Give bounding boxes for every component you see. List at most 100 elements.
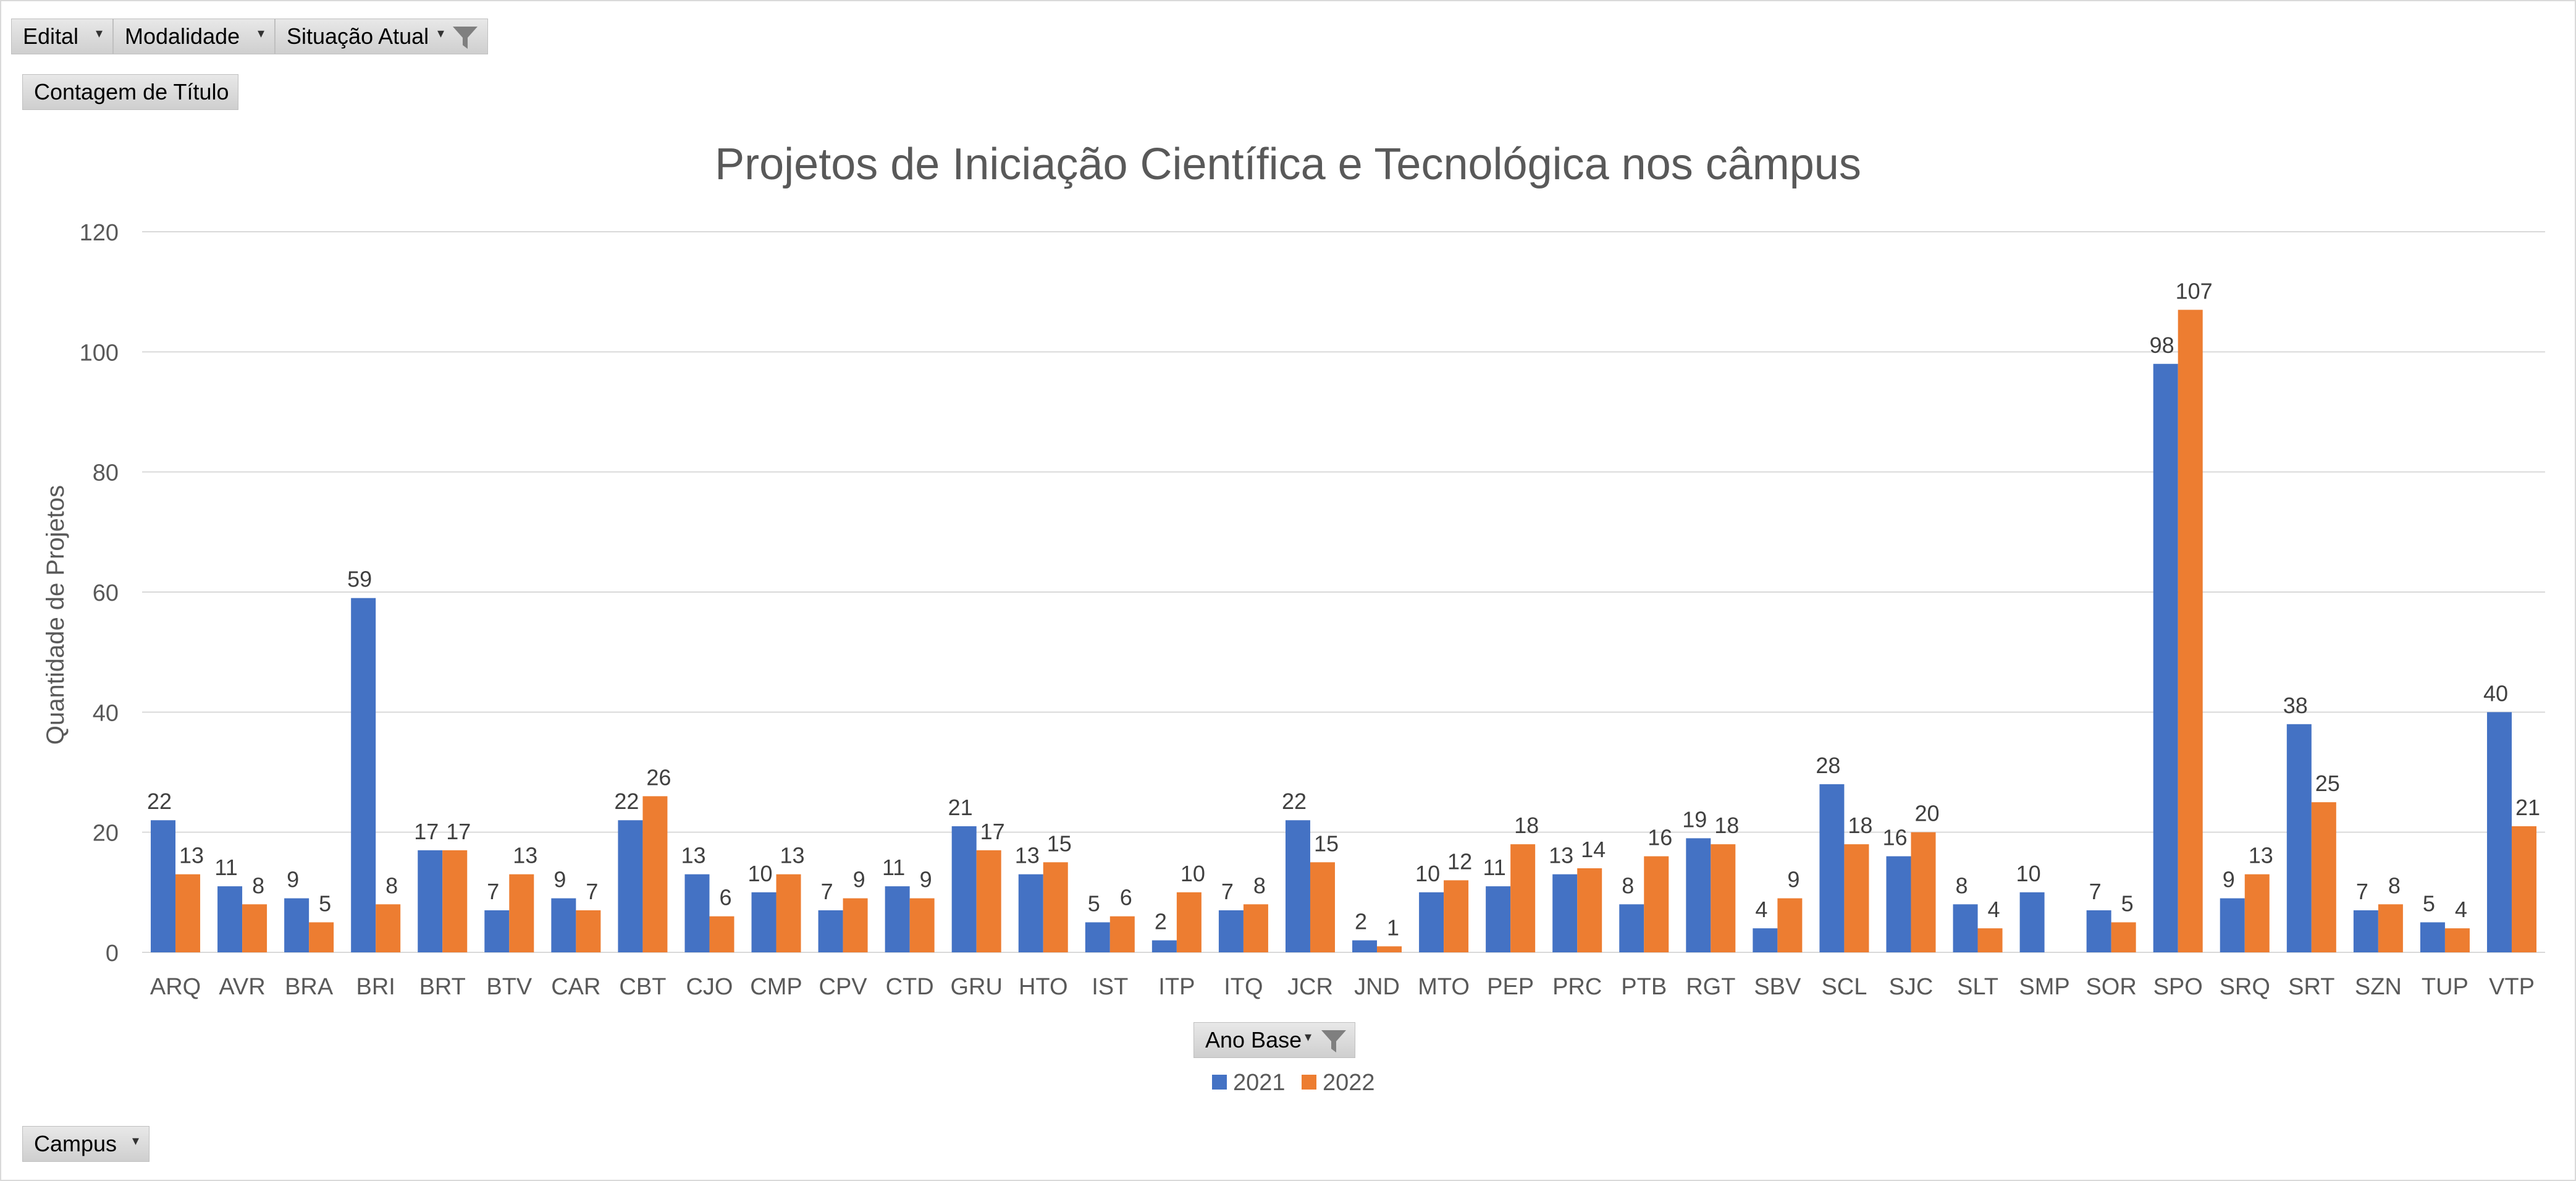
bar-2022-srq	[2244, 874, 2270, 952]
y-axis-label: Quantidade de Projetos	[42, 485, 69, 745]
campus-field-button[interactable]: Campus ▾	[22, 1126, 149, 1162]
data-label: 6	[719, 885, 731, 910]
data-label: 14	[1581, 837, 1606, 862]
filter-icon	[1321, 1030, 1346, 1052]
x-tick-label: JCR	[1287, 974, 1333, 1000]
bar-2021-jcr	[1285, 820, 1310, 952]
x-tick-label: IST	[1092, 974, 1128, 1000]
dropdown-icon: ▾	[437, 25, 444, 41]
bar-2022-ptb	[1644, 856, 1669, 952]
data-label: 9	[920, 867, 932, 892]
data-label: 13	[1015, 843, 1040, 868]
bar-2021-gru	[951, 826, 977, 952]
y-tick-label: 20	[93, 821, 119, 847]
data-label: 22	[147, 789, 172, 814]
data-label: 5	[2423, 891, 2435, 916]
x-tick-label: HTO	[1019, 974, 1068, 1000]
data-label: 2	[1155, 909, 1167, 934]
data-label: 26	[646, 764, 671, 790]
data-label: 107	[2176, 278, 2213, 303]
bar-2022-sor	[2111, 922, 2136, 952]
data-label: 13	[179, 843, 204, 868]
bar-2021-arq	[151, 820, 176, 952]
bar-2021-btv	[484, 910, 510, 952]
data-label: 15	[1047, 831, 1072, 856]
data-label: 8	[2388, 873, 2401, 898]
bar-2021-tup	[2420, 922, 2445, 952]
x-tick-label: CBT	[619, 974, 666, 1000]
bar-2021-srt	[2286, 724, 2312, 952]
bar-2021-smp	[2019, 892, 2045, 952]
data-label: 8	[385, 873, 398, 898]
bar-2021-slt	[1953, 904, 1978, 952]
data-label: 40	[2483, 680, 2508, 706]
x-tick-label: AVR	[219, 974, 265, 1000]
data-label: 9	[2223, 867, 2235, 892]
data-label: 59	[347, 567, 372, 592]
bar-2022-spo	[2178, 310, 2203, 953]
data-label: 4	[2455, 897, 2467, 922]
data-label: 9	[554, 867, 566, 892]
x-tick-label: ARQ	[150, 974, 201, 1000]
ano-base-field-button[interactable]: Ano Base ▾	[1193, 1022, 1355, 1058]
dropdown-icon: ▾	[1304, 1029, 1311, 1044]
data-label: 13	[780, 843, 805, 868]
data-label: 21	[948, 795, 973, 820]
situacao-filter-button[interactable]: Situação Atual ▾	[275, 19, 488, 54]
x-tick-label: BRT	[419, 974, 466, 1000]
legend-label-2021: 2021	[1233, 1070, 1286, 1096]
bar-2021-vtp	[2486, 712, 2512, 952]
data-label: 1	[1387, 915, 1399, 940]
data-label: 8	[1956, 873, 1968, 898]
legend-swatch-2021	[1212, 1075, 1227, 1090]
bar-2022-btv	[509, 874, 534, 952]
data-label: 8	[252, 873, 264, 898]
dropdown-icon: ▾	[132, 1133, 139, 1148]
measure-field-button[interactable]: Contagem de Título	[22, 74, 238, 110]
campus-field-label: Campus	[34, 1131, 117, 1156]
bar-2022-hto	[1043, 862, 1068, 952]
data-label: 8	[1253, 873, 1266, 898]
bar-2022-sjc	[1911, 832, 1936, 952]
dropdown-icon: ▾	[95, 25, 103, 41]
data-label: 17	[446, 819, 471, 844]
bar-2021-cmp	[751, 892, 777, 952]
bar-2021-car	[551, 898, 576, 952]
data-label: 16	[1882, 825, 1907, 850]
x-tick-label: SBV	[1754, 974, 1801, 1000]
bar-2022-cbt	[642, 796, 668, 952]
bar-2022-itp	[1176, 892, 1202, 952]
data-label: 9	[287, 867, 299, 892]
bar-2021-ist	[1085, 922, 1110, 952]
bars	[151, 310, 2536, 953]
x-tick-label: SPO	[2153, 974, 2203, 1000]
x-tick-label: SCL	[1821, 974, 1867, 1000]
data-label: 4	[1988, 897, 2000, 922]
x-tick-label: SZN	[2355, 974, 2402, 1000]
x-tick-label: BTV	[486, 974, 532, 1000]
bar-2022-scl	[1844, 844, 1869, 952]
x-tick-label: JND	[1354, 974, 1400, 1000]
bar-2022-ctd	[909, 898, 935, 952]
bar-2022-srt	[2311, 802, 2336, 952]
bar-2022-gru	[976, 850, 1001, 952]
bar-2022-bri	[376, 904, 401, 952]
data-label: 11	[214, 855, 237, 880]
data-label: 13	[513, 843, 537, 868]
modalidade-filter-label: Modalidade	[125, 23, 240, 49]
legend-label-2022: 2022	[1323, 1070, 1375, 1096]
bar-2022-car	[576, 910, 601, 952]
modalidade-filter-button[interactable]: Modalidade ▾	[113, 19, 275, 54]
x-tick-label: PEP	[1487, 974, 1534, 1000]
x-tick-label: SLT	[1957, 974, 1998, 1000]
bar-2021-rgt	[1686, 838, 1711, 952]
bar-2022-pep	[1510, 844, 1536, 952]
data-label: 17	[414, 819, 439, 844]
bar-2021-scl	[1819, 784, 1845, 952]
edital-filter-button[interactable]: Edital ▾	[11, 19, 113, 54]
data-label: 7	[586, 879, 598, 904]
data-label: 17	[980, 819, 1005, 844]
data-label: 10	[1415, 861, 1440, 886]
